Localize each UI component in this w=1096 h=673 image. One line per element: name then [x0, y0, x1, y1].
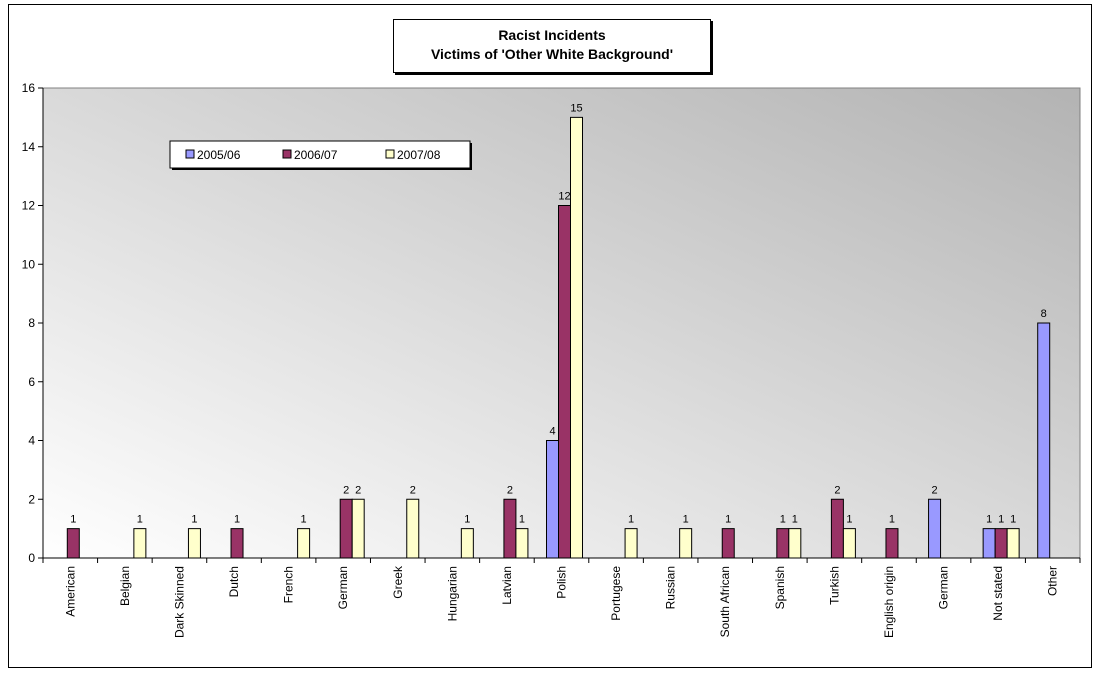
data-label: 2: [355, 484, 361, 496]
data-label: 2: [834, 484, 840, 496]
chart-title: Racist Incidents: [498, 27, 606, 43]
x-tick-label: Portugese: [609, 566, 623, 621]
bar-2005/06-polish: [546, 440, 559, 559]
data-label: 1: [191, 514, 197, 526]
bar-2007/08-hungarian: [460, 528, 474, 559]
data-label: 1: [889, 514, 895, 526]
x-tick-label: Russian: [664, 566, 678, 609]
bar-2005/06-german: [928, 498, 942, 559]
bar-2005/06-other: [1037, 322, 1051, 559]
bar-2007/08-french: [297, 528, 311, 559]
data-label: 1: [628, 514, 634, 526]
bar-2005/06-not-stated: [982, 528, 996, 559]
x-tick-label: American: [63, 566, 77, 617]
data-label: 1: [780, 514, 786, 526]
data-label: 2: [343, 484, 349, 496]
data-label: 8: [1041, 308, 1047, 320]
data-label: 2: [931, 484, 937, 496]
bar-2006/07-english-origin: [885, 528, 899, 559]
data-label: 15: [570, 102, 582, 114]
y-tick-label: 4: [28, 434, 35, 448]
x-tick-label: Dutch: [227, 566, 241, 597]
x-tick-label: Polish: [555, 566, 569, 599]
bar-2006/07-spanish: [776, 528, 790, 559]
data-label: 1: [137, 514, 143, 526]
bar-2007/08-not-stated: [1006, 528, 1020, 559]
bar-2006/07-turkish: [830, 498, 844, 559]
bar-2007/08-latvian: [515, 528, 529, 559]
data-label: 1: [683, 514, 689, 526]
bar-2007/08-german: [351, 498, 365, 559]
bar-2007/08-russian: [679, 528, 693, 559]
legend-swatch: [185, 149, 195, 159]
x-tick-label: German: [336, 566, 350, 609]
y-tick-label: 6: [28, 375, 35, 389]
x-tick-label: Not stated: [991, 566, 1005, 621]
legend-label: 2006/07: [294, 148, 338, 162]
bar-2007/08-portugese: [624, 528, 638, 559]
bar-2006/07-not-stated: [994, 528, 1008, 559]
chart-subtitle: Victims of 'Other White Background': [430, 46, 674, 62]
bar-2007/08-dark-skinned: [187, 528, 201, 559]
x-tick-label: Latvian: [500, 566, 514, 605]
legend-swatch: [385, 149, 395, 159]
legend: 2005/06 2006/07 2007/08: [169, 140, 472, 170]
x-tick-label: Hungarian: [445, 566, 459, 621]
data-label: 1: [519, 514, 525, 526]
legend-box: [169, 140, 471, 169]
y-tick-label: 14: [22, 140, 36, 154]
x-tick-label: Spanish: [773, 566, 787, 609]
data-label: 1: [70, 514, 76, 526]
bar-2006/07-dutch: [230, 528, 244, 559]
bar-2007/08-polish: [570, 116, 583, 559]
chart-title-box: Racist Incidents Victims of 'Other White…: [393, 19, 711, 73]
data-label: 2: [410, 484, 416, 496]
x-tick-label: French: [282, 566, 296, 603]
bar-2007/08-spanish: [788, 528, 802, 559]
bar-2006/07-south-african: [721, 528, 735, 559]
y-tick-label: 2: [28, 492, 35, 506]
data-label: 12: [558, 191, 570, 203]
data-label: 1: [846, 514, 852, 526]
data-label: 1: [464, 514, 470, 526]
y-tick-label: 10: [22, 257, 36, 271]
data-label: 1: [725, 514, 731, 526]
legend-label: 2005/06: [197, 148, 241, 162]
x-tick-label: German: [937, 566, 951, 609]
x-tick-label: Dark Skinned: [172, 566, 186, 638]
x-tick-label: Turkish: [827, 566, 841, 605]
data-label: 1: [998, 514, 1004, 526]
legend-label: 2007/08: [397, 148, 441, 162]
x-tick-label: English origin: [882, 566, 896, 638]
y-tick-label: 0: [28, 551, 35, 565]
data-label: 1: [1010, 514, 1016, 526]
data-label: 1: [301, 514, 307, 526]
y-tick-label: 8: [28, 316, 35, 330]
data-label: 1: [792, 514, 798, 526]
bar-2006/07-latvian: [503, 498, 517, 559]
data-label: 1: [986, 514, 992, 526]
x-tick-label: Belgian: [118, 566, 132, 606]
bar-2006/07-german: [339, 498, 353, 559]
data-label: 4: [549, 426, 555, 438]
x-tick-label: Other: [1046, 566, 1060, 596]
bar-2007/08-belgian: [133, 528, 147, 559]
y-tick-label: 12: [22, 199, 36, 213]
data-label: 2: [507, 484, 513, 496]
bar-2006/07-polish: [558, 205, 571, 559]
x-tick-label: Greek: [391, 565, 405, 599]
bar-2007/08-greek: [406, 498, 420, 559]
bar-2007/08-turkish: [842, 528, 856, 559]
data-label: 1: [234, 514, 240, 526]
legend-swatch: [282, 149, 292, 159]
x-tick-label: South African: [718, 566, 732, 637]
bar-2006/07-american: [66, 528, 80, 559]
y-tick-label: 16: [22, 81, 36, 95]
